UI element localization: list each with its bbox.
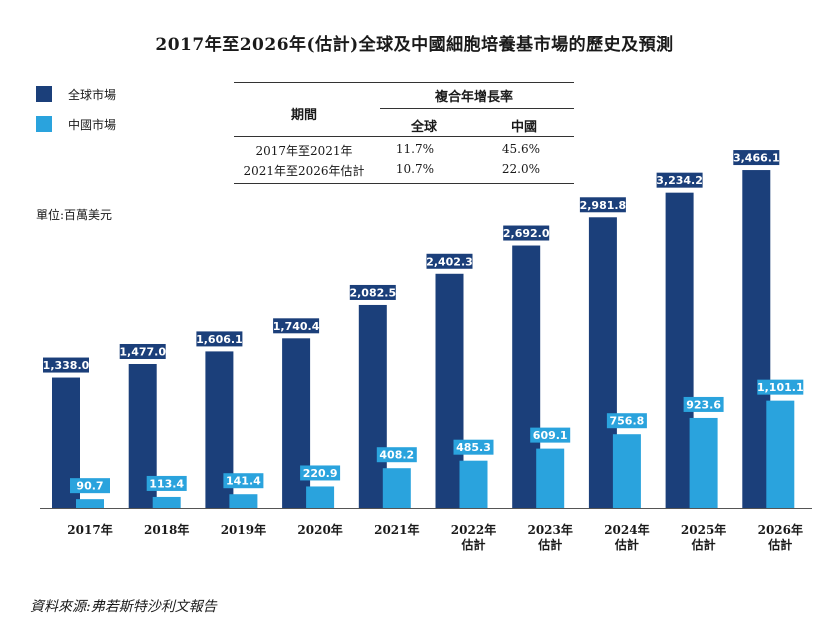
legend-label-global: 全球市場 xyxy=(68,87,117,102)
data-label-china-3: 220.9 xyxy=(303,467,338,480)
cagr-header: 複合年增長率 xyxy=(434,90,513,105)
data-label-global-2: 1,606.1 xyxy=(196,333,243,346)
cagr-table-top-rule xyxy=(234,82,574,83)
x-tick-label-8-1: 估計 xyxy=(691,537,716,552)
data-label-china-bg-4 xyxy=(376,447,417,463)
data-label-global-8: 3,234.2 xyxy=(656,174,703,187)
legend-label-china: 中國市場 xyxy=(68,117,117,132)
data-label-china-bg-3 xyxy=(300,465,341,481)
data-label-global-3: 1,740.4 xyxy=(273,320,320,333)
x-tick-label-5-1: 估計 xyxy=(460,537,485,552)
data-label-global-9: 3,466.1 xyxy=(733,152,780,165)
data-label-global-bg-5 xyxy=(426,253,473,269)
bar-global-9 xyxy=(742,170,771,509)
data-label-global-bg-3 xyxy=(273,318,320,334)
x-tick-label-2-0: 2019年 xyxy=(221,522,266,537)
x-tick-label-5-0: 2022年 xyxy=(451,522,496,537)
cagr-table-bottom-rule xyxy=(234,183,574,184)
bar-global-8 xyxy=(665,192,694,508)
legend-swatch-global xyxy=(36,86,52,102)
data-label-global-bg-1 xyxy=(119,343,166,359)
cagr-row-global: 10.7% xyxy=(395,162,434,176)
cagr-row-china: 45.6% xyxy=(501,142,540,156)
data-label-global-7: 2,981.8 xyxy=(580,199,627,212)
bar-china-7 xyxy=(612,434,641,508)
x-tick-label-6-0: 2023年 xyxy=(527,522,572,537)
data-label-global-bg-7 xyxy=(579,197,626,213)
bar-global-5 xyxy=(435,273,464,508)
legend-item-global: 全球市場 xyxy=(36,84,116,104)
bar-china-5 xyxy=(459,460,488,508)
cagr-row-period: 2021年至2026年估計 xyxy=(243,164,365,178)
data-label-global-5: 2,402.3 xyxy=(426,255,473,268)
china-header: 中國 xyxy=(510,120,537,135)
x-tick-label-6-1: 估計 xyxy=(537,537,562,552)
bar-china-1 xyxy=(152,496,181,508)
bar-global-3 xyxy=(282,338,311,508)
source-note: 資料來源:弗若斯特沙利文報告 xyxy=(30,599,217,615)
bar-china-2 xyxy=(229,494,258,508)
period-header: 期間 xyxy=(290,108,317,123)
cagr-row: 2021年至2026年估計 10.7% 22.0% xyxy=(234,162,574,182)
bar-global-6 xyxy=(512,245,541,508)
x-tick-label-9-0: 2026年 xyxy=(758,522,803,537)
cagr-row-china: 22.0% xyxy=(501,162,540,176)
data-label-china-bg-5 xyxy=(453,439,494,455)
data-label-china-bg-0 xyxy=(70,478,110,494)
x-tick-label-4-0: 2021年 xyxy=(374,522,419,537)
data-label-global-bg-8 xyxy=(656,172,703,188)
x-tick-label-3-0: 2020年 xyxy=(297,522,342,537)
data-label-china-8: 923.6 xyxy=(686,398,721,411)
data-label-global-4: 2,082.5 xyxy=(349,286,396,299)
bar-china-3 xyxy=(306,486,335,508)
x-tick-label-7-1: 估計 xyxy=(614,537,639,552)
data-label-china-1: 113.4 xyxy=(149,477,184,490)
cagr-header-rule xyxy=(380,108,574,109)
bar-global-7 xyxy=(588,217,617,508)
data-label-china-bg-2 xyxy=(223,473,264,489)
data-label-china-bg-6 xyxy=(530,427,571,443)
bar-china-8 xyxy=(689,417,718,508)
data-label-china-4: 408.2 xyxy=(379,449,414,462)
legend-swatch-china xyxy=(36,116,52,132)
x-tick-label-9-1: 估計 xyxy=(767,537,792,552)
cagr-row: 2017年至2021年 11.7% 45.6% xyxy=(234,142,574,162)
data-label-global-0: 1,338.0 xyxy=(43,359,90,372)
bar-china-9 xyxy=(766,400,795,508)
cagr-row-period: 2017年至2021年 xyxy=(255,144,353,158)
data-label-global-bg-6 xyxy=(503,225,550,241)
legend: 全球市場 中國市場 xyxy=(36,84,116,144)
data-label-global-1: 1,477.0 xyxy=(119,345,166,358)
cagr-table-mid-rule xyxy=(234,136,574,137)
x-tick-label-8-0: 2025年 xyxy=(681,522,726,537)
bar-china-4 xyxy=(382,468,411,508)
data-label-china-6: 609.1 xyxy=(533,429,568,442)
data-label-global-bg-0 xyxy=(43,357,89,373)
data-label-china-7: 756.8 xyxy=(610,415,645,428)
bar-global-4 xyxy=(358,304,387,508)
data-label-china-bg-7 xyxy=(606,413,647,429)
x-tick-label-7-0: 2024年 xyxy=(604,522,649,537)
data-label-china-9: 1,101.1 xyxy=(757,381,804,394)
data-label-global-6: 2,692.0 xyxy=(503,227,550,240)
data-label-global-bg-9 xyxy=(733,150,780,166)
data-label-china-5: 485.3 xyxy=(456,441,491,454)
data-label-china-2: 141.4 xyxy=(226,475,261,488)
data-label-global-bg-4 xyxy=(349,284,396,300)
cagr-row-global: 11.7% xyxy=(395,142,434,156)
data-label-china-bg-9 xyxy=(757,379,804,395)
bar-china-0 xyxy=(76,499,104,508)
chart-title: 2017年至2026年(估計)全球及中國細胞培養基市場的歷史及預測 xyxy=(155,35,674,55)
data-label-china-bg-8 xyxy=(683,396,724,412)
legend-item-china: 中國市場 xyxy=(36,114,116,134)
data-label-china-bg-1 xyxy=(146,475,187,491)
x-tick-label-1-0: 2018年 xyxy=(144,522,189,537)
unit-label: 單位:百萬美元 xyxy=(36,208,113,222)
bar-china-6 xyxy=(536,448,565,508)
global-header: 全球 xyxy=(410,120,437,135)
data-label-global-bg-2 xyxy=(196,331,243,347)
x-tick-label-0-0: 2017年 xyxy=(67,522,112,537)
data-label-china-0: 90.7 xyxy=(76,480,103,493)
